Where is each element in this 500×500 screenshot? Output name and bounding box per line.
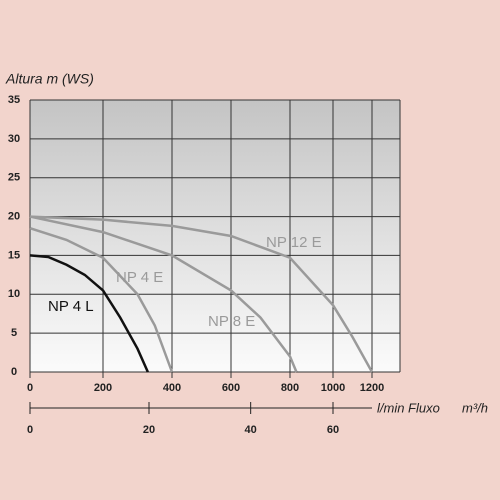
series-label: NP 12 E	[266, 234, 322, 251]
y-tick-label: 20	[8, 210, 20, 222]
x2-tick-label: 0	[27, 424, 33, 436]
x-tick-label: 0	[27, 382, 33, 394]
series-line	[29, 215, 298, 373]
x2-tick-label: 40	[245, 424, 257, 436]
y-axis-title: Altura m (WS)	[5, 71, 94, 87]
x-tick-label: 600	[222, 382, 240, 394]
plot-area	[30, 100, 400, 372]
series-label: NP 4 E	[116, 269, 163, 286]
y-tick-label: 0	[11, 366, 17, 378]
series-line	[29, 215, 374, 373]
y-tick-label: 30	[8, 133, 20, 145]
y-tick-label: 10	[8, 288, 20, 300]
x2-tick-label: 20	[143, 424, 155, 436]
series-label: NP 4 L	[48, 298, 94, 315]
x-tick-label: 200	[94, 382, 112, 394]
y-tick-label: 5	[11, 327, 17, 339]
x2-tick-label: 60	[327, 424, 339, 436]
x-axis-title: l/min Fluxo	[377, 400, 440, 415]
x-tick-label: 1200	[360, 382, 384, 394]
y-tick-label: 25	[8, 172, 20, 184]
series-line	[29, 227, 174, 373]
x-tick-label: 1000	[321, 382, 345, 394]
y-tick-label: 15	[8, 249, 20, 261]
y-tick-label: 35	[8, 94, 20, 106]
x2-axis-title: m³/h	[462, 400, 488, 415]
x-tick-label: 400	[163, 382, 181, 394]
series-line	[29, 254, 149, 373]
series-label: NP 8 E	[208, 313, 255, 330]
x-tick-label: 800	[281, 382, 299, 394]
